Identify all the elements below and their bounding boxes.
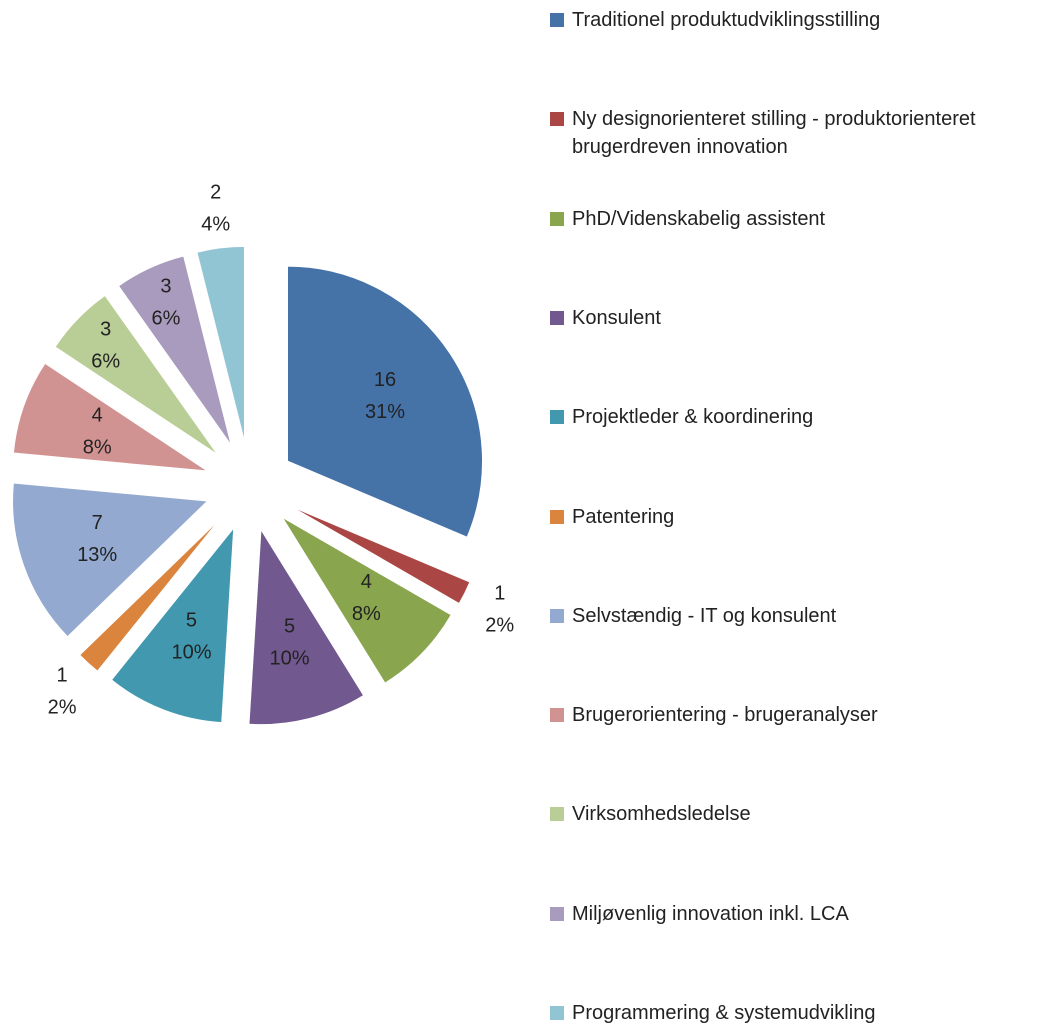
legend-swatch [550,807,564,822]
legend-label: PhD/Videnskabelig assistent [572,207,826,230]
legend-item: Konsulent [550,304,1030,332]
legend-item: Patentering [550,503,1030,531]
percent-label: 10% [269,647,309,669]
legend-item: Ny designorienteret stilling - produktor… [550,105,1030,161]
pie-area: 16 31% 1 2% 4 8% 5 10% 5 10% 1 2% 7 13% 4 8% 3 6% 3 6% 2 4% [12,181,514,726]
value-label: 5 [284,615,295,637]
legend-swatch [550,708,564,723]
legend-label: Programmering & systemudvikling [572,1002,876,1024]
legend-label: Traditionel produktudviklingsstilling [572,9,881,31]
pie-slice [281,516,452,684]
percent-label: 2% [485,615,514,637]
value-label: 3 [100,318,111,340]
percent-label: 4% [201,213,230,235]
legend-item: Miljøvenlig innovation inkl. LCA [550,900,1030,928]
value-label: 3 [160,276,171,298]
legend-item: Virksomhedsledelse [550,800,1030,828]
pie-slice [287,265,484,538]
percent-label: 31% [365,401,405,423]
legend-label: Brugerorientering - brugeranalyser [572,704,878,727]
legend-item: Traditionel produktudviklingsstilling [550,6,1030,34]
legend-swatch [550,310,564,325]
percent-label: 6% [91,350,120,372]
value-label: 16 [374,369,396,391]
legend-swatch [550,112,564,127]
value-label: 1 [56,664,67,686]
percent-label: 8% [83,436,112,458]
percent-label: 6% [152,308,181,330]
pie-slice [248,528,365,726]
legend-label: Miljøvenlig innovation inkl. LCA [572,902,849,925]
legend-swatch [550,906,564,921]
percent-label: 8% [352,603,381,625]
legend-item: Selvstændig - IT og konsulent [550,602,1030,630]
legend-swatch [550,410,564,425]
value-label: 2 [210,181,221,203]
legend-label: Konsulent [572,306,661,329]
legend-item: PhD/Videnskabelig assistent [550,205,1030,233]
legend-item: Projektleder & koordinering [550,403,1030,431]
legend-swatch [550,509,564,524]
legend-label: Selvstændig - IT og konsulent [572,604,837,627]
pie-slice [290,505,471,605]
legend-item: Programmering & systemudvikling [550,999,1030,1027]
pie-slice [196,245,245,442]
legend-label: Ny designorienteret stilling - produktor… [572,108,976,159]
legend-item: Brugerorientering - brugeranalyser [550,701,1030,729]
value-label: 4 [361,571,372,593]
pie-slice [110,526,235,724]
pie-slice [12,482,209,638]
legend-label: Virksomhedsledelse [572,803,751,826]
pie-slice [117,255,232,446]
percent-label: 10% [171,641,211,663]
percent-label: 2% [48,696,77,718]
legend-swatch [550,211,564,226]
legend-swatch [550,1006,564,1020]
value-label: 5 [186,609,197,631]
value-label: 1 [494,583,505,605]
value-label: 4 [92,404,103,426]
value-label: 7 [92,512,103,534]
pie-slice [12,362,208,472]
pie-slice [78,518,221,672]
legend-swatch [550,13,564,27]
percent-label: 13% [77,544,117,566]
pie-slice [54,294,219,456]
legend-label: Patentering [572,505,675,528]
legend-label: Projektleder & koordinering [572,406,814,429]
legend-swatch [550,608,564,623]
